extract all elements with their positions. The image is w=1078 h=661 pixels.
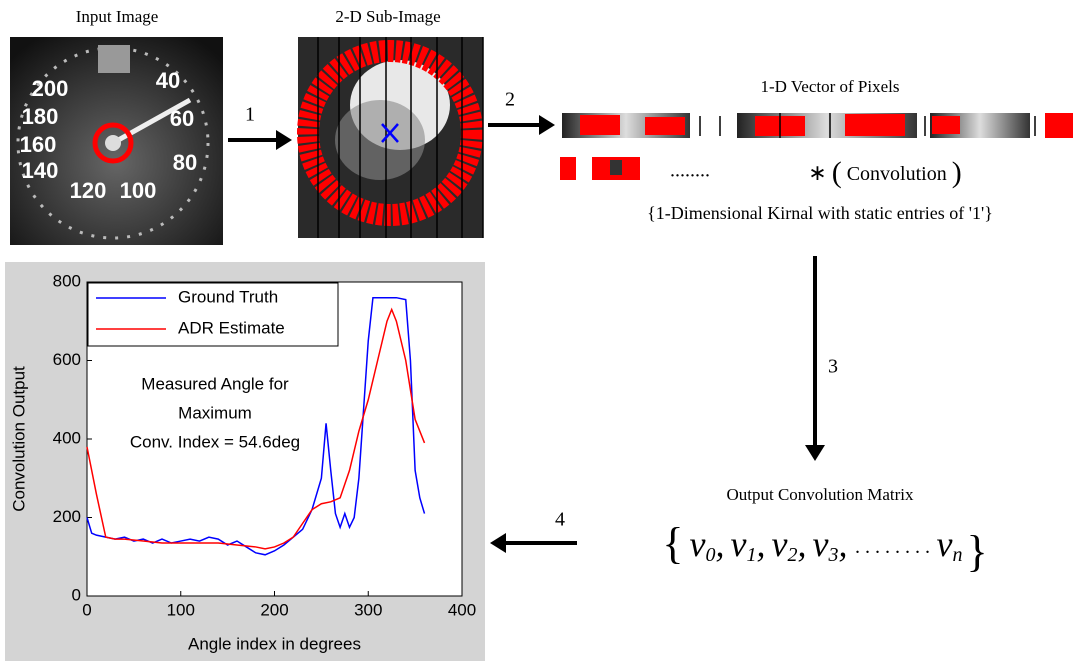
annotation: Conv. Index = 54.6deg — [130, 432, 300, 451]
separator: , — [838, 524, 847, 564]
gauge-label: 40 — [156, 68, 180, 93]
y-tick-label: 800 — [53, 271, 81, 290]
convolution-part: ) — [952, 156, 962, 189]
matrix-sub: 3 — [827, 544, 838, 566]
data-line — [86, 307, 426, 550]
step-label: 4 — [555, 509, 565, 531]
gauge-label: 100 — [120, 178, 157, 203]
arrowhead — [276, 130, 292, 150]
gauge-label: 160 — [20, 132, 57, 157]
matrix-base: v — [772, 524, 788, 564]
step-label: 1 — [245, 104, 255, 126]
y-tick-label: 0 — [72, 585, 81, 604]
matrix-sub: 0 — [706, 544, 716, 566]
y-tick-label: 600 — [53, 350, 81, 369]
brace: { — [662, 519, 683, 568]
matrix-base: v — [812, 524, 828, 564]
legend-label: Ground Truth — [178, 287, 278, 306]
x-tick-label: 200 — [260, 600, 288, 619]
x-tick-label: 300 — [354, 600, 382, 619]
arrowhead — [490, 533, 506, 553]
pixel-vector — [560, 113, 1073, 180]
matrix-base: v — [936, 524, 952, 564]
gauge-label: 120 — [70, 178, 107, 203]
legend-label: ADR Estimate — [178, 318, 285, 337]
output-matrix: {v0, v1, v2, v3,. . . . . . . . vn} — [662, 519, 987, 576]
data-line — [86, 296, 426, 556]
gauge-label: 60 — [170, 106, 194, 131]
output-title: Output Convolution Matrix — [727, 485, 915, 504]
gauge-image — [10, 37, 223, 245]
convolution: ∗(Convolution) — [808, 156, 961, 189]
x-tick-label: 0 — [82, 600, 91, 619]
legend — [87, 282, 339, 347]
convolution-part: ∗ — [808, 160, 826, 185]
y-tick-label: 400 — [53, 428, 81, 447]
separator: , — [757, 524, 766, 564]
annotation: Maximum — [178, 403, 252, 422]
matrix-sub: 1 — [747, 544, 757, 566]
sub-image-title: 2-D Sub-Image — [335, 7, 440, 26]
x-tick-label: 100 — [167, 600, 195, 619]
matrix-sub: n — [952, 544, 962, 566]
annotation: Measured Angle for — [141, 374, 289, 393]
convolution-part: Convolution — [847, 163, 947, 185]
gauge-label: 200 — [32, 76, 69, 101]
ellipsis: . . . . . . . . — [855, 536, 930, 558]
matrix-sub: 2 — [787, 544, 797, 566]
gauge-label: 80 — [173, 150, 197, 175]
arrowhead — [805, 445, 825, 461]
matrix-base: v — [690, 524, 706, 564]
x-axis-label: Angle index in degrees — [188, 634, 361, 653]
kernel-label: {1-Dimensional Kirnal with static entrie… — [647, 203, 993, 223]
brace: } — [966, 527, 987, 576]
separator: , — [716, 524, 725, 564]
ellipsis: ........ — [670, 160, 710, 182]
gauge-label: 140 — [22, 158, 59, 183]
step-label: 2 — [505, 89, 515, 111]
x-tick-label: 400 — [448, 600, 476, 619]
arrowhead — [539, 115, 555, 135]
separator: , — [797, 524, 806, 564]
vector-title: 1-D Vector of Pixels — [761, 77, 900, 96]
matrix-base: v — [731, 524, 747, 564]
y-axis-label: Convolution Output — [9, 366, 28, 512]
y-tick-label: 200 — [53, 507, 81, 526]
input-image-title: Input Image — [76, 7, 159, 26]
sub-image — [297, 37, 484, 238]
gauge-label: 180 — [22, 104, 59, 129]
step-label: 3 — [828, 356, 838, 378]
convolution-part: ( — [832, 156, 842, 189]
